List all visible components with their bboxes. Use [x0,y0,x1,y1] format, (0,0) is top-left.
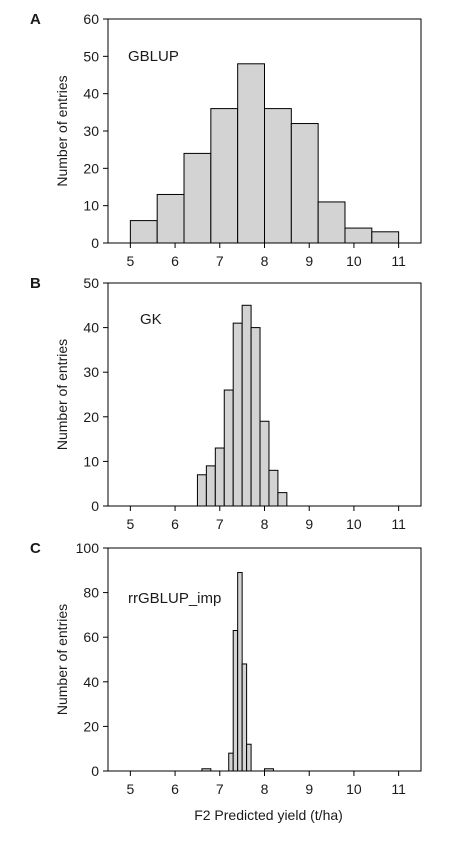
panel-b-y-tick-label: 30 [83,364,99,380]
panel-c-x-tick-label: 7 [216,781,224,797]
panel-a-bar [129,220,158,244]
panel-b-x-tick-label: 6 [171,516,179,532]
panel-b-bar [250,327,261,507]
panel-a-x-tick-label: 10 [346,253,362,269]
panel-b-x-tick-label: 10 [346,516,362,532]
panel-c-y-tick-label: 20 [83,718,99,734]
panel-c-x-tick-label: 10 [346,781,362,797]
panel-c-plot-frame [107,547,422,772]
panel-a-y-tick-label: 30 [83,123,99,139]
panel-c-y-tick-label: 100 [76,540,100,556]
panel-b-x-tick-label: 8 [261,516,269,532]
panel-a-y-tick-label: 60 [83,11,99,27]
panel-a-letter: A [30,11,41,28]
panel-a-x-tick-label: 11 [391,253,406,269]
panel-a-bar [210,108,239,244]
panel-c-y-tick-label: 80 [83,585,99,601]
panel-a-bar [371,231,400,244]
panel-c-bar [241,663,248,772]
panel-c-x-axis-title: F2 Predicted yield (t/ha) [194,807,343,823]
panel-a-bar [237,63,266,244]
panel-b-y-tick-label: 10 [83,453,99,469]
panel-b-x-tick-label: 7 [216,516,224,532]
panel-c-bar [228,752,234,772]
panel-b-y-axis-title: Number of entries [54,339,70,450]
panel-c-letter: C [30,540,41,557]
panel-c-x-tick-label: 11 [391,781,406,797]
panel-b-y-tick-label: 20 [83,409,99,425]
panel-a-y-tick-label: 20 [83,160,99,176]
panel-a-y-tick-label: 0 [91,235,99,251]
panel-c-x-tick-label: 5 [126,781,134,797]
panel-b-x-tick-label: 5 [126,516,134,532]
panel-b-x-tick-label: 11 [391,516,406,532]
panel-a-bar [156,193,185,244]
panel-b-method-label: GK [140,311,162,328]
panel-c-x-tick-label: 6 [171,781,179,797]
panel-b-x-tick-label: 9 [305,516,313,532]
panel-c-method-label: rrGBLUP_imp [128,590,221,607]
panel-a-method-label: GBLUP [128,48,179,65]
panel-a-bar [344,227,373,244]
panel-b-bar [232,322,243,507]
panel-a-x-tick-label: 5 [126,253,134,269]
panel-a-x-tick-label: 9 [305,253,313,269]
panel-c-y-tick-label: 60 [83,629,99,645]
panel-a-bar [183,152,212,244]
panel-b-y-tick-label: 0 [91,498,99,514]
panel-a-bar [264,108,292,244]
panel-c-y-tick-label: 0 [91,763,99,779]
panel-b-bar [268,469,279,507]
panel-a-y-tick-label: 40 [83,86,99,102]
panel-b-bar [214,447,225,507]
panel-a-y-axis-title: Number of entries [54,75,70,186]
panel-b-bar [205,465,216,507]
panel-a-bar [290,123,319,244]
panel-c-bar [237,572,243,772]
panel-a-x-tick-label: 8 [261,253,269,269]
panel-c-y-tick-label: 40 [83,674,99,690]
panel-a-bar [317,201,346,244]
panel-b-bar [277,492,288,507]
panel-c-x-tick-label: 8 [261,781,269,797]
panel-c-x-tick-label: 9 [305,781,313,797]
panel-b-bar [259,420,270,507]
panel-a-x-tick-label: 6 [171,253,179,269]
panel-b-y-tick-label: 40 [83,320,99,336]
panel-a-y-tick-label: 50 [83,48,99,64]
panel-c-bar [232,630,239,772]
panel-a-x-tick-label: 7 [216,253,224,269]
panel-c-bar [246,743,252,772]
panel-b-y-tick-label: 50 [83,275,99,291]
panel-b-bar [223,389,234,507]
panel-a-y-tick-label: 10 [83,198,99,214]
panel-b-bar [241,304,252,507]
panel-b-letter: B [30,275,41,292]
panel-b-bar [196,474,207,507]
panel-c-y-axis-title: Number of entries [54,604,70,715]
